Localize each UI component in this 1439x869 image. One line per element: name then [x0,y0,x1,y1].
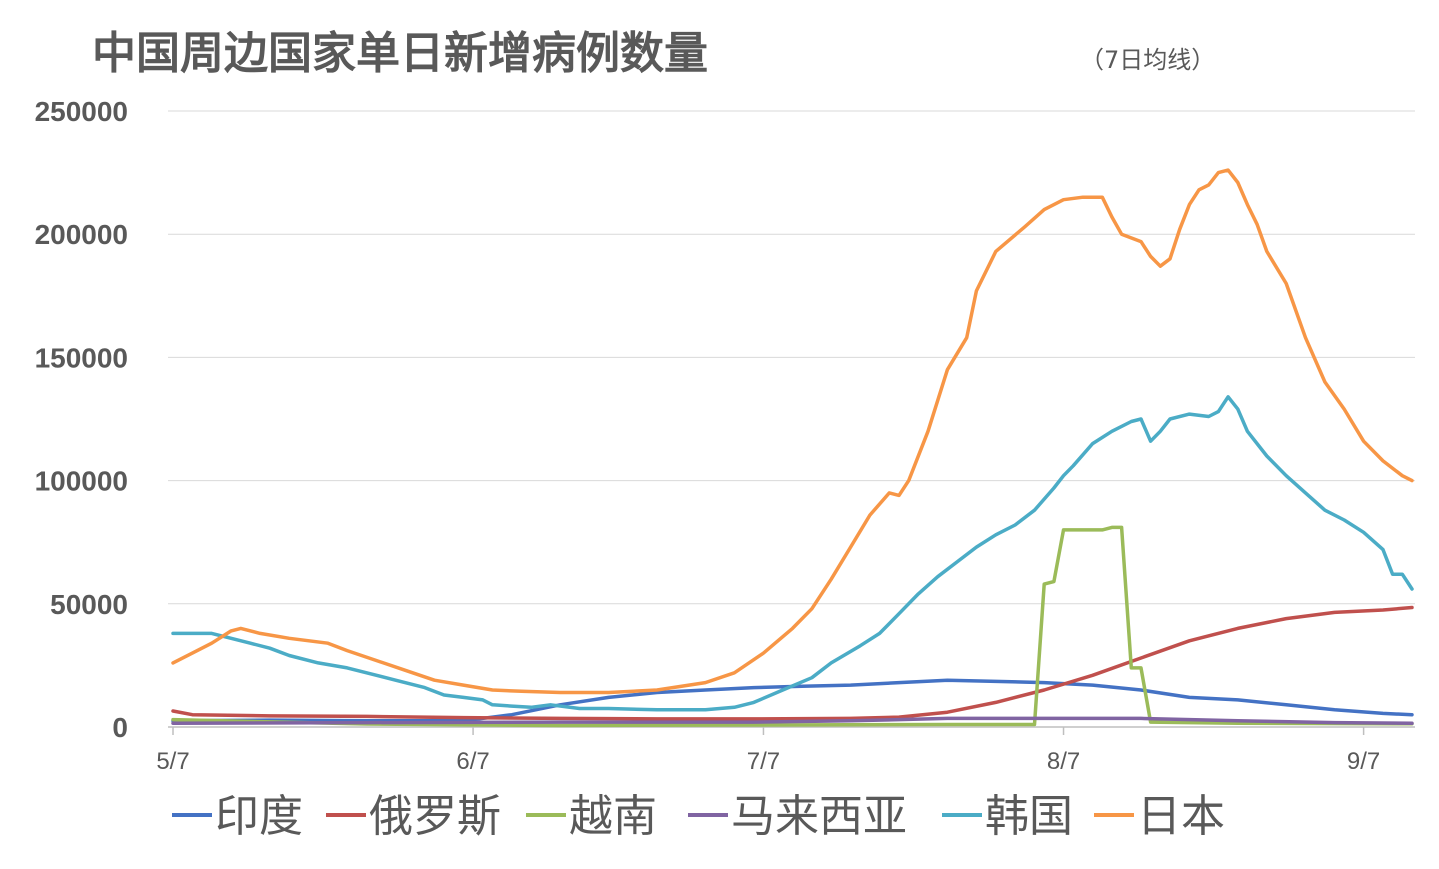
y-tick-label: 50000 [50,589,128,620]
chart-subtitle: （7日均线） [1080,46,1215,74]
x-tick-label: 9/7 [1347,748,1380,775]
legend-label: 韩国 [985,791,1073,842]
y-tick-label: 150000 [35,342,128,373]
y-tick-label: 0 [112,712,128,743]
legend-label: 印度 [215,791,303,842]
series-line-3 [171,716,1414,726]
plot-area [171,168,1414,728]
legend-label: 日本 [1137,791,1225,842]
x-tick-label: 7/7 [747,748,780,775]
series-line-0 [171,678,1414,723]
chart-title: 中国周边国家单日新增病例数量 [92,28,708,79]
legend-label: 越南 [569,791,657,842]
series-line-5 [171,168,1414,695]
y-tick-label: 200000 [35,219,128,250]
y-tick-label: 100000 [35,466,128,497]
y-axis: 250000 200000 150000 100000 50000 0 [35,96,128,743]
x-tick-label: 8/7 [1047,748,1080,775]
legend: 印度 俄罗斯 越南 马来西亚 韩国 日本 [172,791,1225,842]
legend-label: 马来西亚 [731,791,907,842]
gridlines [168,110,1415,605]
x-axis: 5/7 6/7 7/7 8/7 9/7 [156,726,1415,775]
series-line-2 [171,525,1414,728]
x-tick-label: 5/7 [156,748,189,775]
legend-label: 俄罗斯 [369,791,501,842]
y-tick-label: 250000 [35,96,128,127]
series-line-1 [171,605,1414,721]
series-line-4 [171,395,1414,712]
x-tick-label: 6/7 [456,748,489,775]
